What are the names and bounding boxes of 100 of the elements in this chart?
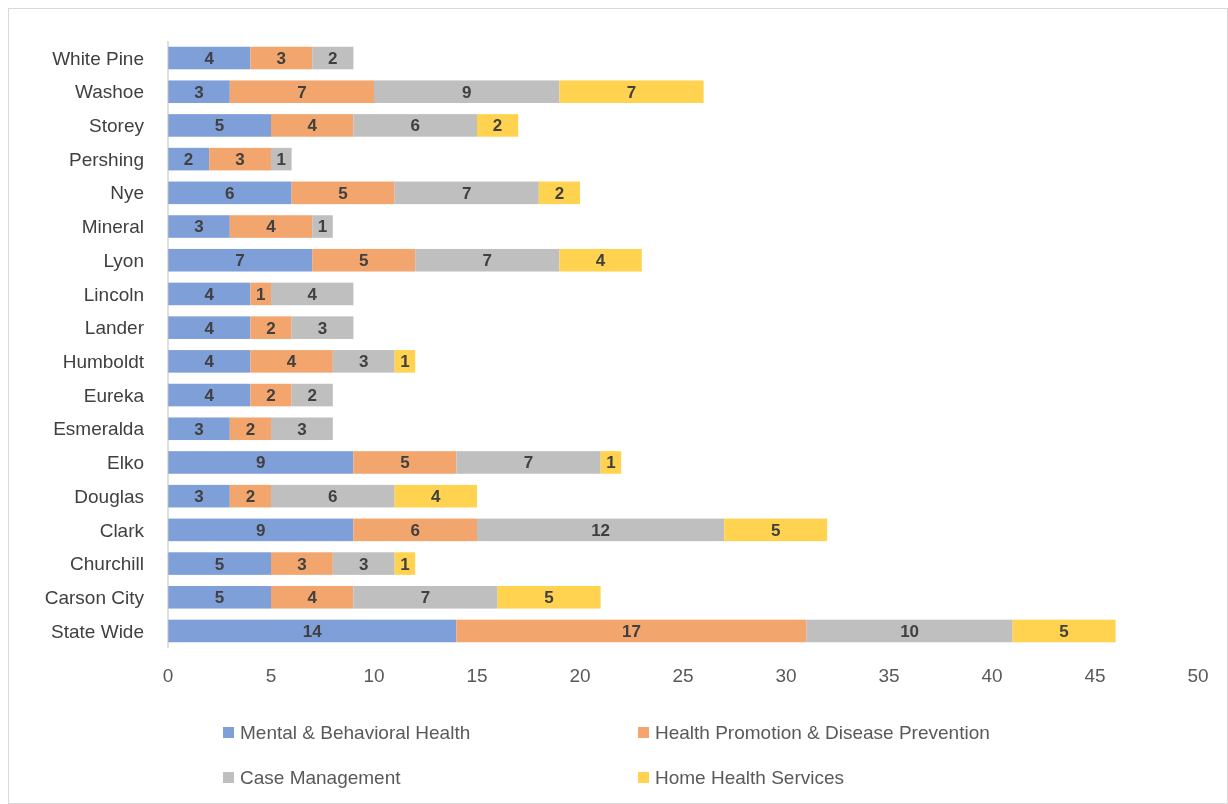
bar (168, 484, 230, 508)
data-label: 3 (317, 318, 328, 338)
y-tick-label: Churchill (70, 553, 144, 575)
bar (456, 451, 601, 474)
bar (559, 248, 642, 272)
y-tick-label: Lyon (103, 249, 144, 271)
x-tick-label: 30 (775, 664, 797, 686)
y-tick-label: Mineral (81, 216, 144, 238)
bar (168, 248, 313, 272)
data-label: 2 (266, 318, 276, 338)
data-label: 5 (338, 183, 348, 203)
data-label: 1 (276, 150, 287, 170)
y-tick-label: Storey (89, 115, 145, 137)
data-label: 3 (194, 82, 204, 102)
data-label: 5 (770, 520, 781, 540)
bar (291, 181, 395, 205)
bar (168, 552, 271, 575)
data-label: 5 (400, 453, 410, 473)
bar (271, 552, 333, 575)
bar (168, 383, 251, 407)
x-tick-label: 50 (1187, 664, 1209, 686)
x-tick-label: 5 (265, 664, 277, 686)
data-label: 1 (400, 352, 410, 372)
data-label: 3 (194, 419, 204, 439)
data-label: 7 (461, 183, 472, 203)
bar (229, 215, 313, 238)
data-label: 4 (204, 386, 215, 406)
y-tick-label: Esmeralda (53, 418, 145, 440)
data-label: 14 (302, 621, 323, 641)
data-label: 4 (286, 352, 297, 372)
bar (806, 619, 1013, 643)
x-tick-label: 45 (1084, 664, 1106, 686)
bar (168, 46, 251, 70)
bar (168, 417, 230, 441)
x-tick-label: 25 (672, 664, 694, 686)
x-tick-label: 40 (981, 664, 1003, 686)
bar (415, 248, 560, 272)
data-label: 12 (591, 520, 611, 540)
data-label: 2 (307, 386, 317, 406)
data-label: 3 (358, 554, 369, 574)
bar (353, 114, 477, 137)
bar (477, 114, 519, 137)
data-label: 2 (183, 150, 194, 170)
data-label: 2 (245, 487, 256, 507)
bar (291, 316, 354, 339)
data-label: 9 (255, 520, 266, 540)
bar (456, 619, 807, 643)
legend-label: Home Health Services (655, 766, 845, 788)
data-label: 7 (626, 82, 637, 102)
bar (250, 350, 333, 373)
y-tick-label: Lander (84, 317, 145, 339)
bar (250, 316, 292, 339)
data-label: 10 (900, 621, 920, 641)
bar (353, 585, 498, 609)
bar (168, 451, 354, 474)
data-label: 1 (400, 554, 410, 574)
bar (353, 451, 457, 474)
bar (168, 585, 271, 609)
data-label: 7 (235, 251, 245, 271)
bar (168, 316, 251, 339)
data-label: 7 (420, 588, 431, 608)
y-tick-label: Nye (110, 182, 144, 204)
bar (394, 484, 477, 508)
bar (250, 46, 313, 70)
data-label: 6 (328, 487, 338, 507)
bar (168, 114, 271, 137)
bar (250, 383, 292, 407)
x-tick-label: 20 (569, 664, 591, 686)
legend-label: Mental & Behavioral Health (240, 721, 471, 743)
data-label: 5 (214, 588, 225, 608)
data-label: 6 (225, 183, 235, 203)
data-label: 1 (317, 217, 328, 237)
data-label: 7 (482, 251, 493, 271)
bar (209, 147, 271, 171)
data-label: 4 (266, 217, 277, 237)
y-tick-label: Eureka (83, 384, 145, 406)
y-tick-label: Clark (99, 519, 145, 541)
data-label: 1 (255, 284, 266, 304)
bar (1012, 619, 1116, 643)
bar (168, 282, 251, 306)
x-tick-label: 15 (466, 664, 488, 686)
data-label: 9 (255, 453, 266, 473)
bar (168, 215, 230, 238)
bar (724, 518, 828, 542)
y-tick-label: Elko (107, 452, 144, 474)
data-label: 2 (554, 183, 565, 203)
data-label: 2 (245, 419, 256, 439)
bar (332, 552, 395, 575)
bar (497, 585, 601, 609)
bar (332, 350, 395, 373)
data-label: 5 (544, 588, 554, 608)
bar (312, 248, 416, 272)
y-tick-label: Lincoln (83, 283, 144, 305)
bar (394, 181, 539, 205)
data-label: 3 (194, 487, 204, 507)
data-label: 4 (307, 284, 318, 304)
data-label: 2 (328, 48, 338, 68)
y-tick-label: Carson City (44, 586, 145, 608)
bar (271, 282, 354, 306)
bar (229, 417, 271, 441)
